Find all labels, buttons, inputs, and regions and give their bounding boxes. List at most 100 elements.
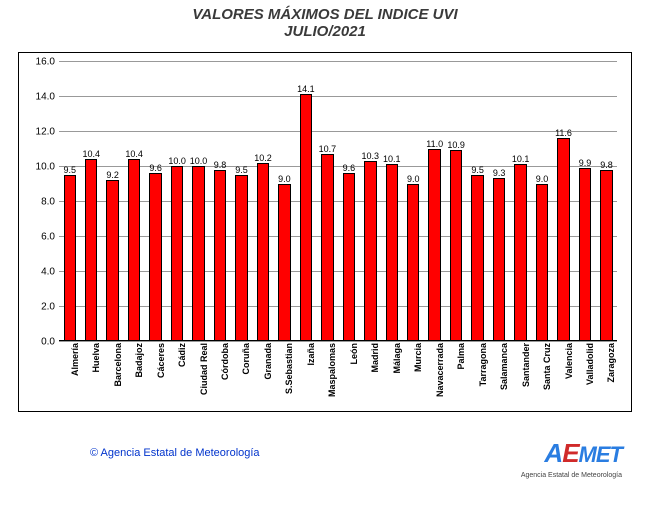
- xlabel-slot: Valladolid: [574, 341, 595, 411]
- bar-slot: 9.3: [488, 61, 509, 341]
- bar-value-label: 10.4: [125, 149, 143, 160]
- xlabel-slot: Palma: [445, 341, 466, 411]
- chart-frame: 0.02.04.06.08.010.012.014.016.09.510.49.…: [18, 52, 632, 412]
- bar: 10.9: [450, 150, 462, 341]
- xlabel: Tarragona: [478, 343, 488, 386]
- bar-value-label: 10.0: [190, 156, 208, 167]
- xlabel-slot: Coruña: [231, 341, 252, 411]
- ytick-label: 12.0: [36, 127, 59, 138]
- xlabel-slot: Granada: [252, 341, 273, 411]
- bar-value-label: 10.9: [447, 140, 465, 151]
- xlabel: Córdoba: [220, 343, 230, 380]
- xlabel: Cádiz: [177, 343, 187, 367]
- ytick-label: 16.0: [36, 57, 59, 68]
- xlabel-slot: Izaña: [295, 341, 316, 411]
- bar: 9.8: [600, 170, 612, 342]
- bar-slot: 10.0: [166, 61, 187, 341]
- xlabel-slot: Almería: [59, 341, 80, 411]
- bar-value-label: 10.7: [319, 144, 337, 155]
- xlabel-slot: Málaga: [381, 341, 402, 411]
- footer: © Agencia Estatal de Meteorología AEMET …: [0, 419, 650, 509]
- xlabel: Maspalomas: [327, 343, 337, 397]
- bar-value-label: 9.0: [407, 174, 420, 185]
- bar: 10.1: [386, 164, 398, 341]
- bar-slot: 9.8: [209, 61, 230, 341]
- xlabel: Salamanca: [499, 343, 509, 390]
- xlabel: Navacerrada: [435, 343, 445, 397]
- bar: 10.7: [321, 154, 333, 341]
- bar-slot: 9.5: [231, 61, 252, 341]
- xlabel-slot: Cádiz: [166, 341, 187, 411]
- bar: 9.3: [493, 178, 505, 341]
- xlabel: Palma: [456, 343, 466, 370]
- x-axis-labels: Almería Huelva Barcelona Badajoz Cáceres Cádi…: [59, 341, 617, 411]
- logo-subtitle: Agencia Estatal de Meteorología: [521, 472, 622, 479]
- bar: 10.0: [192, 166, 204, 341]
- xlabel-slot: Badajoz: [123, 341, 144, 411]
- xlabel-slot: Santa Cruz: [531, 341, 552, 411]
- xlabel: Huelva: [91, 343, 101, 373]
- bar-value-label: 10.1: [512, 154, 530, 165]
- title-line-2: JULIO/2021: [0, 23, 650, 40]
- logo-letter-e: E: [562, 438, 578, 468]
- bar-value-label: 9.2: [106, 170, 119, 181]
- bar: 9.0: [278, 184, 290, 342]
- xlabel: S.Sebastian: [284, 343, 294, 394]
- bar-slot: 10.1: [510, 61, 531, 341]
- xlabel: Santa Cruz: [542, 343, 552, 390]
- xlabel: Badajoz: [134, 343, 144, 378]
- xlabel-slot: Barcelona: [102, 341, 123, 411]
- ytick-label: 10.0: [36, 162, 59, 173]
- title-line-1: VALORES MÁXIMOS DEL INDICE UVI: [0, 6, 650, 23]
- xlabel-slot: Zaragoza: [596, 341, 617, 411]
- xlabel-slot: Valencia: [553, 341, 574, 411]
- xlabel-slot: Maspalomas: [317, 341, 338, 411]
- bar-slot: 9.9: [574, 61, 595, 341]
- bar-slot: 10.3: [360, 61, 381, 341]
- xlabel: Murcia: [413, 343, 423, 372]
- bar-value-label: 9.5: [235, 165, 248, 176]
- chart-title: VALORES MÁXIMOS DEL INDICE UVI JULIO/202…: [0, 0, 650, 41]
- bar: 10.0: [171, 166, 183, 341]
- aemet-logo: AEMET: [544, 438, 622, 469]
- bar: 9.5: [235, 175, 247, 341]
- ytick-label: 0.0: [41, 337, 59, 348]
- bar-slot: 10.0: [188, 61, 209, 341]
- bar-slot: 10.7: [317, 61, 338, 341]
- xlabel: Almería: [70, 343, 80, 376]
- ytick-label: 14.0: [36, 92, 59, 103]
- bar-value-label: 10.3: [362, 151, 380, 162]
- bar: 10.1: [514, 164, 526, 341]
- bar: 10.4: [85, 159, 97, 341]
- bar-value-label: 9.5: [471, 165, 484, 176]
- xlabel: Barcelona: [113, 343, 123, 387]
- ytick-label: 8.0: [41, 197, 59, 208]
- bar-value-label: 9.0: [278, 174, 291, 185]
- bar-value-label: 9.6: [343, 163, 356, 174]
- bar-slot: 11.0: [424, 61, 445, 341]
- bar-slot: 9.0: [274, 61, 295, 341]
- ytick-label: 4.0: [41, 267, 59, 278]
- bar-value-label: 10.2: [254, 153, 272, 164]
- bar-slot: 9.5: [467, 61, 488, 341]
- bar: 9.5: [64, 175, 76, 341]
- bar-slot: 9.8: [596, 61, 617, 341]
- bar: 9.8: [214, 170, 226, 342]
- xlabel: Santander: [521, 343, 531, 387]
- bar-value-label: 9.5: [63, 165, 76, 176]
- xlabel-slot: Madrid: [360, 341, 381, 411]
- bar-slot: 10.2: [252, 61, 273, 341]
- credit-text: © Agencia Estatal de Meteorología: [90, 447, 260, 459]
- bar: 9.0: [536, 184, 548, 342]
- xlabel-slot: Córdoba: [209, 341, 230, 411]
- xlabel: Ciudad Real: [199, 343, 209, 395]
- xlabel: Valladolid: [585, 343, 595, 385]
- xlabel-slot: Murcia: [403, 341, 424, 411]
- bar-value-label: 9.6: [149, 163, 162, 174]
- bar-slot: 11.6: [553, 61, 574, 341]
- xlabel-slot: Santander: [510, 341, 531, 411]
- bar-slot: 10.4: [123, 61, 144, 341]
- xlabel: Cáceres: [156, 343, 166, 378]
- xlabel-slot: Ciudad Real: [188, 341, 209, 411]
- bar: 9.9: [579, 168, 591, 341]
